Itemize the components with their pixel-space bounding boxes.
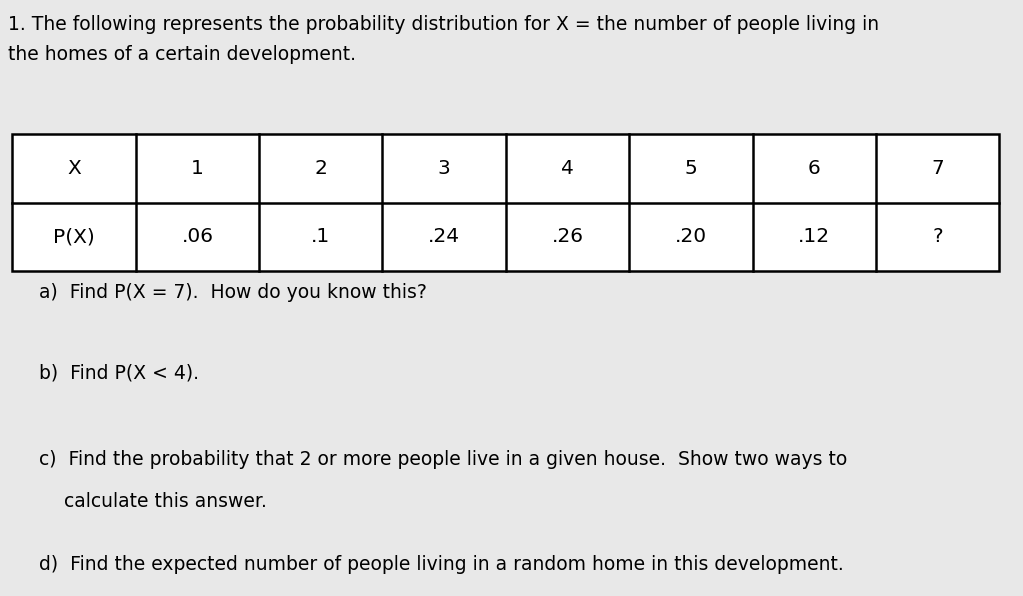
Text: 5: 5	[684, 159, 698, 178]
Text: .24: .24	[428, 228, 460, 246]
Text: calculate this answer.: calculate this answer.	[64, 492, 267, 511]
Text: 4: 4	[562, 159, 574, 178]
Text: ?: ?	[932, 228, 943, 246]
Text: .26: .26	[551, 228, 583, 246]
Text: b)  Find P(X < 4).: b) Find P(X < 4).	[39, 364, 198, 383]
Text: X: X	[68, 159, 81, 178]
Text: c)  Find the probability that 2 or more people live in a given house.  Show two : c) Find the probability that 2 or more p…	[39, 450, 847, 469]
Text: 1. The following represents the probability distribution for X = the number of p: 1. The following represents the probabil…	[8, 15, 880, 34]
Bar	[12, 134, 999, 271]
Text: 7: 7	[931, 159, 944, 178]
Text: .1: .1	[311, 228, 330, 246]
Text: P(X): P(X)	[53, 228, 95, 246]
Text: 3: 3	[438, 159, 450, 178]
Text: .06: .06	[181, 228, 214, 246]
Text: .20: .20	[675, 228, 707, 246]
Text: 2: 2	[314, 159, 327, 178]
Text: 6: 6	[808, 159, 820, 178]
Text: d)  Find the expected number of people living in a random home in this developme: d) Find the expected number of people li…	[39, 555, 844, 575]
Text: the homes of a certain development.: the homes of a certain development.	[8, 45, 356, 64]
Text: .12: .12	[798, 228, 831, 246]
Bar	[12, 134, 999, 271]
Text: 1: 1	[191, 159, 204, 178]
Text: a)  Find P(X = 7).  How do you know this?: a) Find P(X = 7). How do you know this?	[39, 283, 427, 302]
